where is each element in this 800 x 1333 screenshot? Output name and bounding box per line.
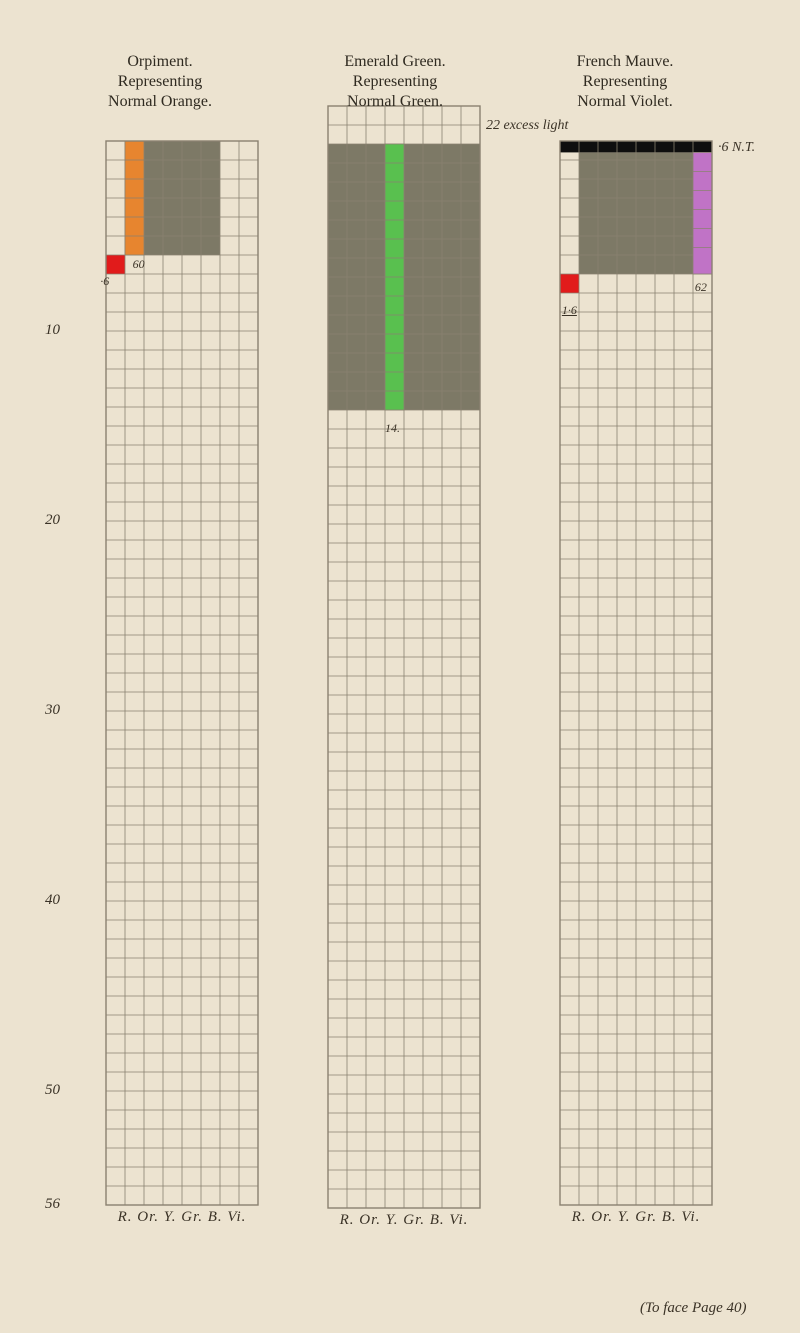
- annotation-mauve-0: ·6 N.T.: [718, 140, 755, 156]
- y-tick-20: 20: [30, 512, 60, 529]
- footer-caption: (To face Page 40): [640, 1300, 747, 1317]
- title-mauve: French Mauve. Representing Normal Violet…: [535, 52, 715, 112]
- y-tick-56: 56: [30, 1196, 60, 1213]
- x-axis-label-mauve: R. Or. Y. Gr. B. Vi.: [560, 1209, 712, 1226]
- x-axis-label-emerald: R. Or. Y. Gr. B. Vi.: [328, 1212, 480, 1229]
- title-orpiment: Orpiment. Representing Normal Orange.: [70, 52, 250, 112]
- y-tick-40: 40: [30, 892, 60, 909]
- title-emerald: Emerald Green. Representing Normal Green…: [305, 52, 485, 112]
- annotation-emerald-1: 14.: [385, 421, 400, 436]
- annotation-emerald-0: 22 excess light: [486, 118, 568, 134]
- x-axis-label-orpiment: R. Or. Y. Gr. B. Vi.: [106, 1209, 258, 1226]
- annotation-mauve-1: 62: [695, 280, 707, 295]
- annotation-orpiment-0: 60: [133, 257, 145, 272]
- y-tick-30: 30: [30, 702, 60, 719]
- annotation-mauve-2: 1·6: [562, 303, 577, 318]
- y-tick-50: 50: [30, 1082, 60, 1099]
- annotation-orpiment-1: ·6: [100, 274, 109, 289]
- y-tick-10: 10: [30, 322, 60, 339]
